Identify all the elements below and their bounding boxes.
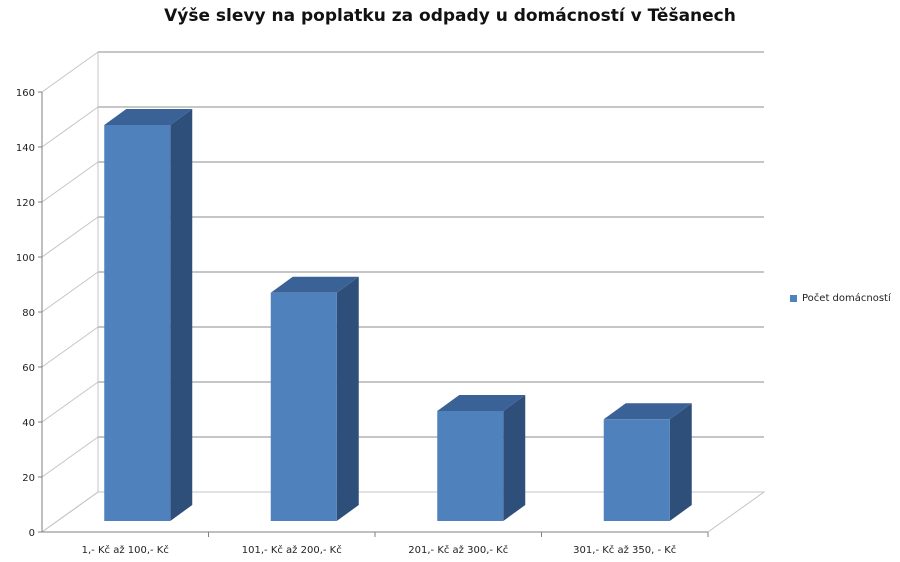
x-tick-label: 301,- Kč až 350, - Kč <box>573 544 676 556</box>
side-gridline <box>41 326 99 368</box>
y-tick-label: 20 <box>22 473 35 484</box>
chart-title: Výše slevy na poplatku za odpady u domác… <box>164 6 736 26</box>
legend-label: Počet domácností <box>802 293 891 304</box>
side-gridline <box>41 51 99 93</box>
y-tick-label: 140 <box>16 143 35 154</box>
label-layer: 0 20 40 60 80 100 120 140 160 1,- Kč až 100,- Kč 1… <box>16 88 676 556</box>
x-tick-label: 201,- Kč až 300,- Kč <box>408 544 508 556</box>
bar-top <box>603 403 692 420</box>
bar <box>437 395 526 521</box>
bar-front <box>603 419 670 521</box>
y-tick-label: 120 <box>16 198 35 209</box>
bar <box>603 403 692 521</box>
bar-front <box>270 292 337 521</box>
bar-side <box>336 276 359 521</box>
bar-top <box>437 395 526 411</box>
bar-side <box>503 395 526 521</box>
y-tick-label: 160 <box>16 88 35 99</box>
bar <box>104 109 193 521</box>
y-tick-label: 60 <box>22 363 35 374</box>
bar <box>270 276 359 521</box>
y-tick-label: 40 <box>22 418 35 429</box>
bar-side <box>170 109 193 521</box>
side-gridline <box>41 436 99 478</box>
y-tick-label: 0 <box>29 528 35 539</box>
bar-layer <box>104 109 692 521</box>
side-gridline <box>41 271 99 313</box>
grid-layer <box>41 51 766 533</box>
axis-layer <box>38 91 709 537</box>
side-gridline <box>41 381 99 423</box>
floor-outline <box>41 491 766 533</box>
side-gridline <box>41 106 99 148</box>
y-tick-label: 100 <box>16 253 35 264</box>
x-tick-label: 101,- Kč až 200,- Kč <box>242 544 342 556</box>
bar-front <box>104 125 171 521</box>
bar-top <box>270 276 359 293</box>
x-tick-label: 1,- Kč až 100,- Kč <box>82 544 169 556</box>
side-gridline <box>41 161 99 203</box>
legend-swatch <box>790 295 797 302</box>
bar-top <box>104 109 193 125</box>
y-tick-label: 80 <box>22 308 35 319</box>
bar-side <box>669 403 692 521</box>
bar-front <box>437 411 504 521</box>
side-gridline <box>41 216 99 258</box>
legend: Počet domácností <box>790 293 891 304</box>
